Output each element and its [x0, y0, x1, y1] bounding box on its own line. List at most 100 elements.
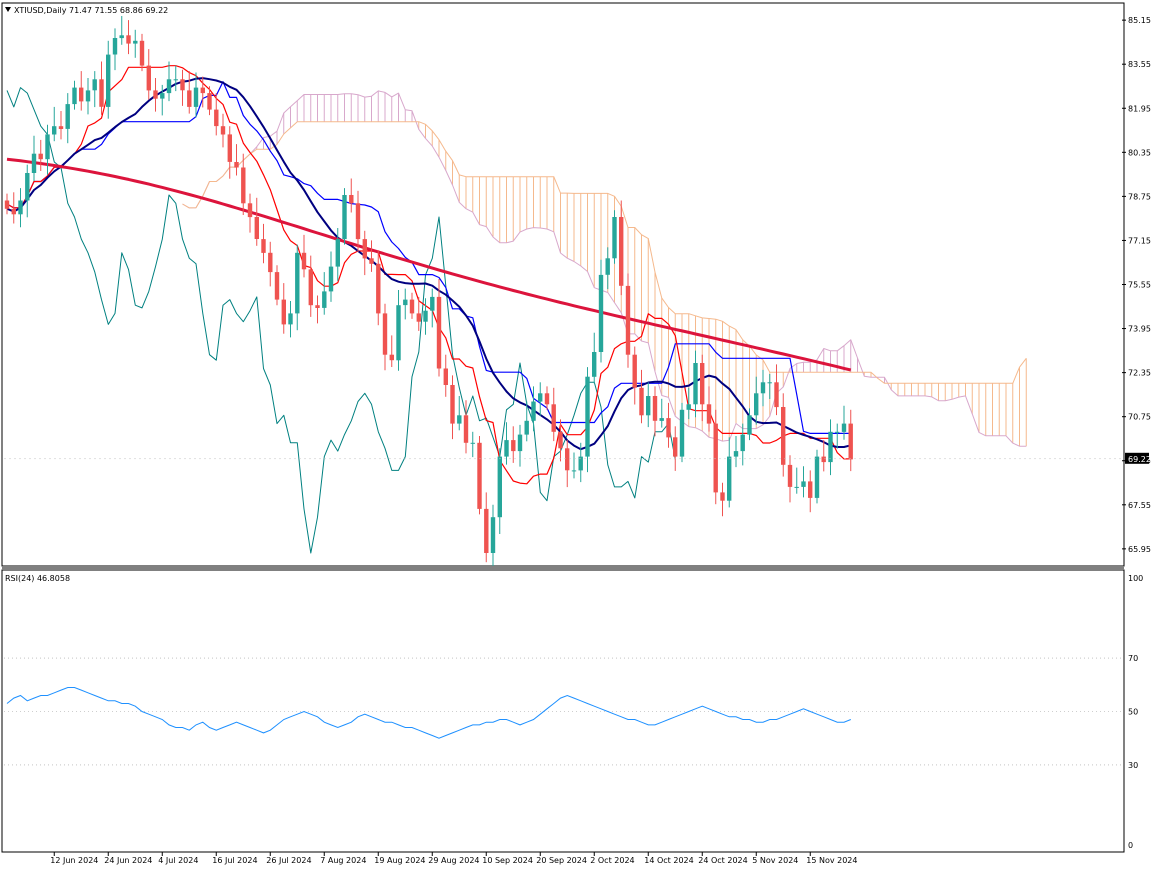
bearish-candle[interactable]: [369, 258, 374, 264]
bullish-candle[interactable]: [497, 456, 502, 518]
bearish-candle[interactable]: [220, 126, 226, 135]
bullish-candle[interactable]: [646, 396, 651, 416]
bearish-candle[interactable]: [261, 239, 266, 253]
bullish-candle[interactable]: [504, 440, 509, 457]
bearish-candle[interactable]: [180, 79, 185, 91]
bullish-candle[interactable]: [335, 239, 340, 267]
bullish-candle[interactable]: [18, 200, 23, 215]
bullish-candle[interactable]: [693, 363, 698, 405]
bearish-candle[interactable]: [666, 418, 671, 438]
bearish-candle[interactable]: [146, 65, 151, 91]
bearish-candle[interactable]: [268, 252, 273, 273]
bullish-candle[interactable]: [490, 517, 496, 553]
bullish-candle[interactable]: [740, 434, 745, 452]
bullish-candle[interactable]: [679, 409, 685, 457]
bullish-candle[interactable]: [612, 217, 617, 259]
bullish-candle[interactable]: [841, 423, 847, 432]
bullish-candle[interactable]: [106, 54, 111, 107]
bullish-candle[interactable]: [423, 310, 428, 322]
bullish-candle[interactable]: [794, 486, 799, 488]
bullish-candle[interactable]: [835, 431, 840, 433]
bearish-candle[interactable]: [247, 203, 253, 218]
bullish-candle[interactable]: [686, 404, 691, 410]
bearish-candle[interactable]: [409, 299, 415, 314]
bearish-candle[interactable]: [463, 415, 469, 443]
bearish-candle[interactable]: [254, 217, 259, 239]
bullish-candle[interactable]: [517, 434, 523, 452]
bearish-candle[interactable]: [274, 272, 280, 300]
bearish-candle[interactable]: [99, 79, 104, 107]
bearish-candle[interactable]: [389, 354, 394, 361]
bullish-candle[interactable]: [733, 451, 739, 457]
bearish-candle[interactable]: [625, 285, 631, 355]
bearish-candle[interactable]: [4, 200, 10, 209]
bearish-candle[interactable]: [207, 93, 212, 110]
bearish-candle[interactable]: [301, 252, 307, 270]
bearish-candle[interactable]: [362, 239, 367, 259]
bearish-candle[interactable]: [200, 87, 205, 94]
bearish-candle[interactable]: [565, 448, 570, 471]
bearish-candle[interactable]: [436, 296, 442, 369]
bullish-candle[interactable]: [322, 291, 327, 308]
bullish-candle[interactable]: [173, 79, 178, 81]
bullish-candle[interactable]: [814, 456, 820, 498]
bullish-candle[interactable]: [747, 415, 752, 435]
bearish-candle[interactable]: [382, 313, 388, 355]
bearish-candle[interactable]: [821, 456, 826, 463]
bullish-candle[interactable]: [52, 126, 57, 135]
bullish-candle[interactable]: [85, 90, 91, 102]
bearish-candle[interactable]: [511, 440, 516, 452]
bearish-candle[interactable]: [544, 393, 550, 405]
bearish-candle[interactable]: [673, 437, 678, 457]
bullish-candle[interactable]: [767, 382, 772, 384]
bullish-candle[interactable]: [65, 104, 70, 129]
bullish-candle[interactable]: [430, 296, 435, 311]
bearish-candle[interactable]: [639, 387, 644, 416]
bearish-candle[interactable]: [355, 203, 361, 240]
bullish-candle[interactable]: [754, 393, 759, 416]
bearish-candle[interactable]: [700, 363, 705, 405]
bearish-candle[interactable]: [706, 404, 712, 424]
bearish-candle[interactable]: [315, 305, 320, 308]
bearish-candle[interactable]: [234, 162, 239, 168]
bearish-candle[interactable]: [139, 40, 145, 66]
bearish-candle[interactable]: [214, 109, 219, 127]
bearish-candle[interactable]: [349, 195, 354, 204]
bullish-candle[interactable]: [403, 299, 408, 306]
bullish-candle[interactable]: [457, 415, 462, 424]
bearish-candle[interactable]: [848, 423, 853, 460]
bullish-candle[interactable]: [598, 274, 604, 352]
bearish-candle[interactable]: [787, 464, 793, 487]
bearish-candle[interactable]: [713, 423, 718, 493]
bullish-candle[interactable]: [328, 266, 334, 292]
bearish-candle[interactable]: [187, 90, 192, 107]
bullish-candle[interactable]: [133, 40, 138, 44]
bullish-candle[interactable]: [112, 38, 118, 55]
bearish-candle[interactable]: [477, 442, 482, 509]
bearish-candle[interactable]: [38, 153, 43, 160]
bullish-candle[interactable]: [119, 35, 124, 39]
bullish-candle[interactable]: [605, 258, 610, 275]
bullish-candle[interactable]: [31, 153, 37, 173]
bullish-candle[interactable]: [288, 313, 293, 325]
bearish-candle[interactable]: [443, 368, 448, 386]
bearish-candle[interactable]: [227, 134, 232, 162]
bullish-candle[interactable]: [727, 456, 732, 501]
bullish-candle[interactable]: [166, 79, 172, 94]
bearish-candle[interactable]: [450, 385, 455, 424]
bullish-candle[interactable]: [396, 305, 401, 361]
bullish-candle[interactable]: [801, 481, 806, 487]
bullish-candle[interactable]: [571, 470, 577, 472]
bullish-candle[interactable]: [45, 134, 50, 160]
bearish-candle[interactable]: [308, 269, 313, 306]
bearish-candle[interactable]: [484, 508, 489, 553]
bullish-candle[interactable]: [524, 420, 529, 435]
bearish-candle[interactable]: [652, 396, 658, 421]
bullish-candle[interactable]: [585, 376, 590, 457]
bearish-candle[interactable]: [781, 407, 786, 465]
bearish-candle[interactable]: [79, 87, 84, 102]
dropdown-arrow-icon[interactable]: [5, 7, 11, 12]
bearish-candle[interactable]: [376, 263, 381, 314]
bearish-candle[interactable]: [774, 382, 779, 408]
bullish-candle[interactable]: [659, 418, 664, 421]
